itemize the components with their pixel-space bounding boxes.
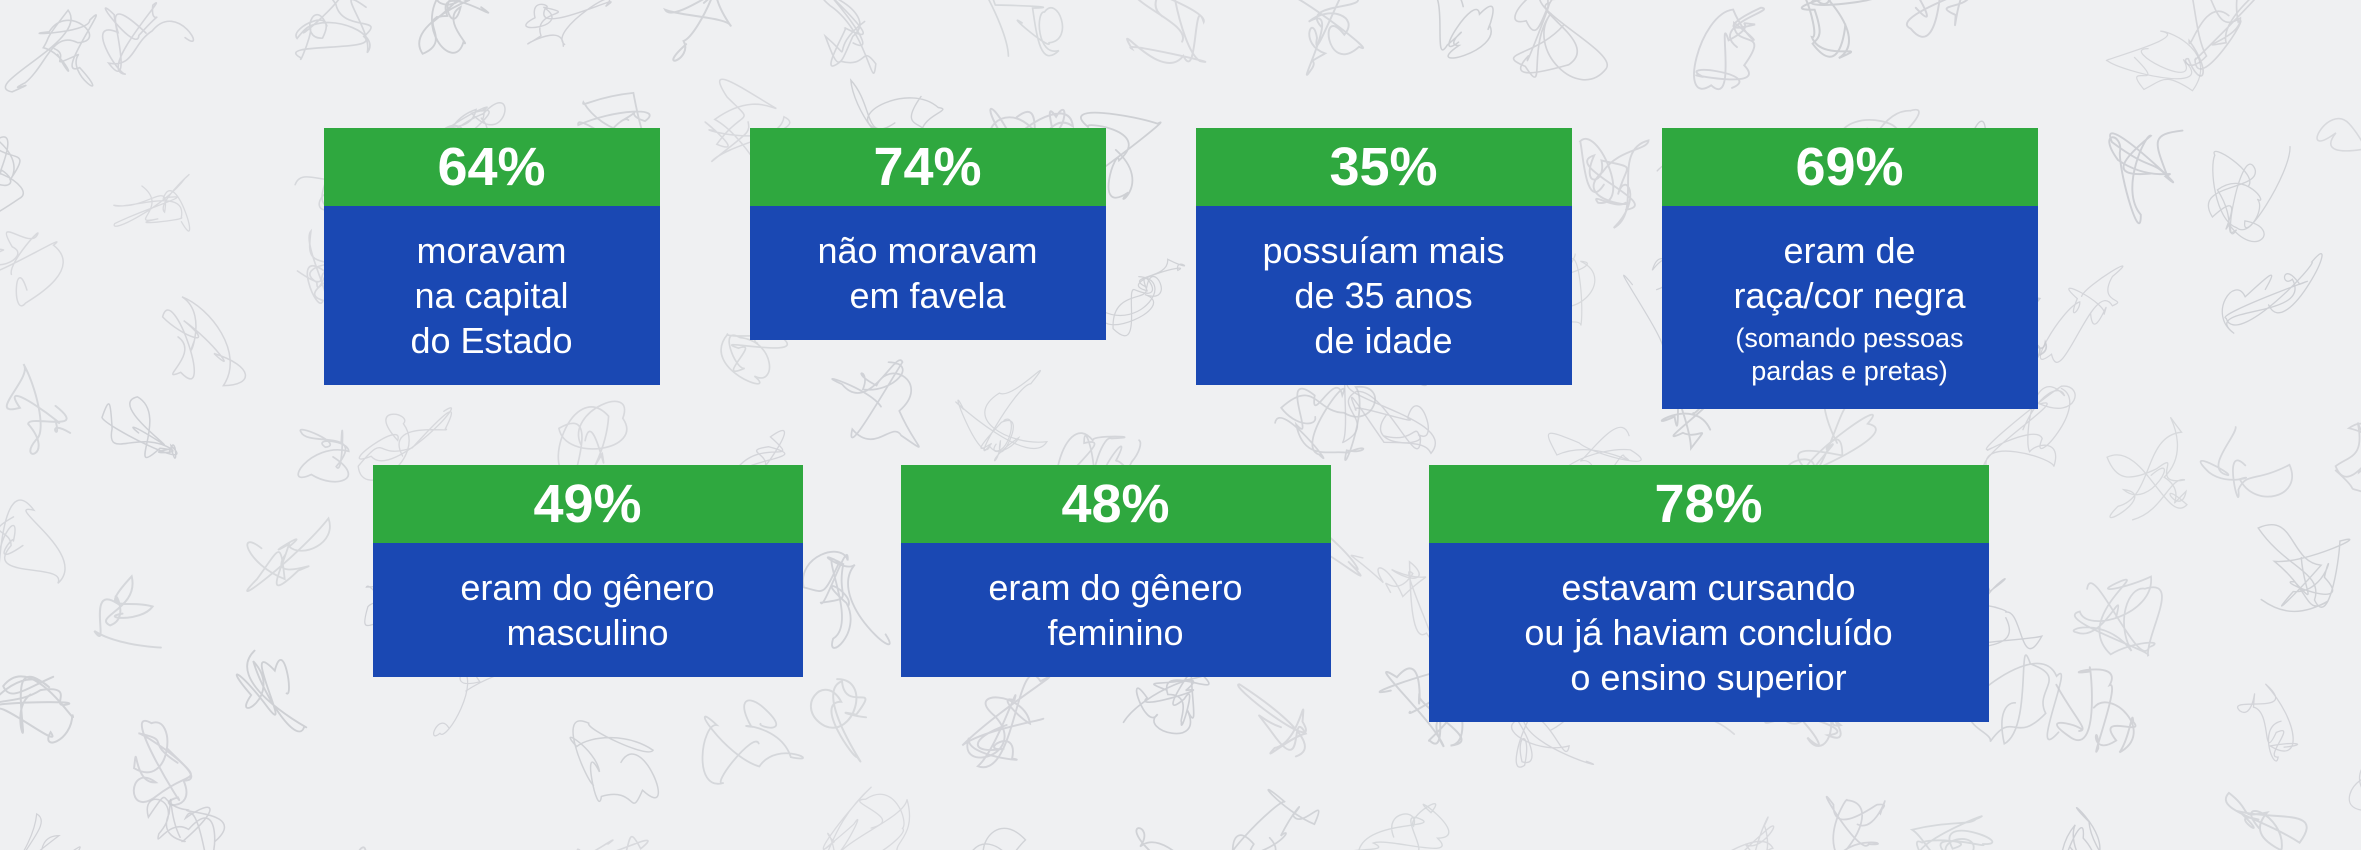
stat-description: estavam cursandoou já haviam concluídoo … [1429,543,1989,722]
stat-tile: 78%estavam cursandoou já haviam concluíd… [1429,465,1989,722]
stat-percent: 78% [1429,465,1989,543]
stat-description-subline: pardas e pretas) [1751,355,1948,387]
stat-description-line: feminino [1047,610,1183,655]
stat-description-line: de idade [1314,318,1452,363]
stat-percent: 49% [373,465,803,543]
stat-description-line: ou já haviam concluído [1524,610,1892,655]
stat-percent: 69% [1662,128,2038,206]
stat-description-line: de 35 anos [1294,273,1472,318]
tiles-row-1: 64%moravamna capitaldo Estado74%não mora… [324,128,2038,409]
stat-description: eram deraça/cor negra (somando pessoaspar… [1662,206,2038,409]
stat-description-line: não moravam [817,228,1037,273]
stat-percent: 35% [1196,128,1572,206]
stat-tile: 64%moravamna capitaldo Estado [324,128,660,385]
stat-description-line: raça/cor negra [1733,273,1965,318]
stat-description: moravamna capitaldo Estado [324,206,660,385]
stat-tile: 69% eram deraça/cor negra (somando pessoas… [1662,128,2038,409]
stat-description-line: estavam cursando [1561,565,1855,610]
stat-percent: 74% [750,128,1106,206]
stat-tile: 48%eram do gênerofeminino [901,465,1331,677]
stat-tile: 35%possuíam maisde 35 anosde idade [1196,128,1572,385]
stat-description: eram do gêneromasculino [373,543,803,677]
infographic: 64%moravamna capitaldo Estado74%não mora… [0,0,2361,850]
stat-percent: 48% [901,465,1331,543]
stat-percent: 64% [324,128,660,206]
stat-description-line: do Estado [410,318,572,363]
stat-tile: 74%não moravamem favela [750,128,1106,340]
stat-tile: 49%eram do gêneromasculino [373,465,803,677]
stat-description-line: o ensino superior [1570,655,1846,700]
stat-description-line: moravam [416,228,566,273]
stat-description-line: em favela [849,273,1005,318]
stat-description-line: possuíam mais [1262,228,1504,273]
stat-description: eram do gênerofeminino [901,543,1331,677]
stat-description-line: eram do gênero [460,565,714,610]
stat-description-subline: (somando pessoas [1735,322,1963,354]
stat-description: não moravamem favela [750,206,1106,340]
stat-description-line: eram do gênero [988,565,1242,610]
stat-description-line: eram de [1783,228,1915,273]
stat-description: possuíam maisde 35 anosde idade [1196,206,1572,385]
stat-description-line: na capital [414,273,568,318]
stat-description-line: masculino [506,610,668,655]
tiles-row-2: 49%eram do gêneromasculino48%eram do gên… [373,465,1989,722]
